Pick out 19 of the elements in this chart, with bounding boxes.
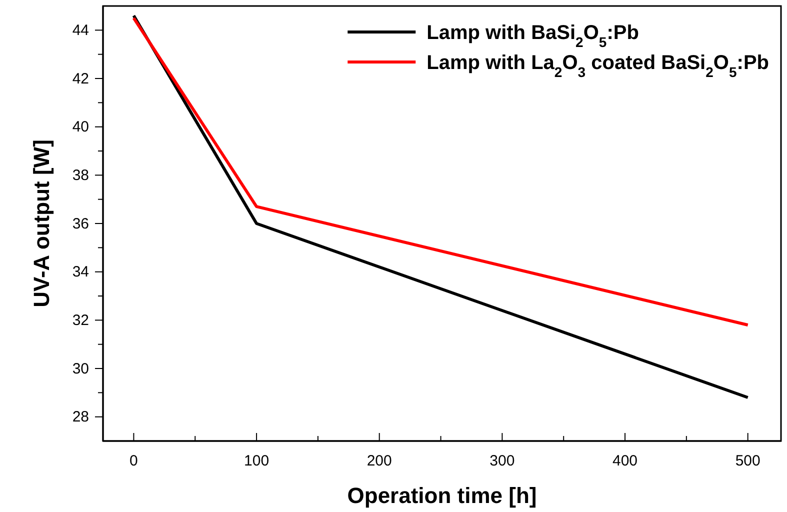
x-tick-label: 400 (612, 452, 638, 470)
y-tick-label: 34 (72, 264, 89, 281)
y-tick-label: 44 (72, 22, 89, 39)
y-tick-label: 42 (72, 70, 89, 88)
y-tick-label: 30 (72, 360, 89, 378)
x-tick-label: 300 (490, 452, 515, 470)
y-tick-label: 36 (72, 215, 89, 232)
y-tick-label: 32 (72, 312, 89, 329)
y-tick-label: 40 (72, 118, 89, 136)
x-tick-label: 0 (130, 452, 138, 470)
x-tick-label: 500 (735, 452, 760, 470)
y-tick-label: 38 (72, 166, 89, 184)
text: Lamp with La$_{2}$O$_{3}$ coated BaSi$_{2}$O$_{5}$:Pb (426, 52, 769, 80)
x-axis-title: Operation time [h] (347, 483, 537, 508)
y-tick-label: 28 (72, 408, 89, 426)
x-tick-label: 200 (366, 452, 392, 470)
y-axis-title: UV-A output [W] (29, 140, 54, 308)
x-tick-label: 100 (244, 452, 270, 470)
legend-label: Lamp with BaSi$_{2}$O$_{5}$:Pb (426, 22, 639, 50)
